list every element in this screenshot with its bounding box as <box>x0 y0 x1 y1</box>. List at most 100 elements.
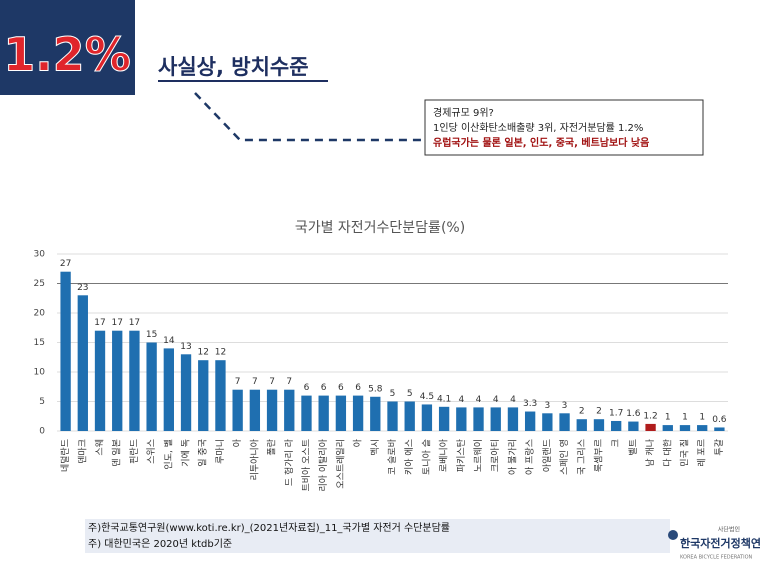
value-label: 3 <box>562 401 568 411</box>
x-tick-label: 국 그리스 <box>576 439 587 475</box>
x-tick-label: 벨트 <box>628 439 639 456</box>
value-label: 6 <box>355 383 361 393</box>
x-tick-label: 룩셈부르 <box>593 439 604 472</box>
value-label: 12 <box>198 348 209 358</box>
x-tick-label: 민국 칠 <box>679 439 690 467</box>
y-tick-label: 30 <box>34 250 46 260</box>
value-label: 4.1 <box>437 394 451 404</box>
bar <box>559 413 570 431</box>
bar <box>77 295 88 431</box>
value-label: 17 <box>111 318 122 328</box>
value-label: 6 <box>321 383 327 393</box>
x-tick-label: 노르웨이 <box>472 439 484 472</box>
value-label: 2 <box>579 407 585 417</box>
callout-line: 경제규모 9위? <box>433 106 494 119</box>
y-tick-label: 25 <box>34 279 45 289</box>
value-label: 1 <box>665 413 671 423</box>
value-label: 0.6 <box>712 415 727 425</box>
value-label: 1 <box>682 413 688 423</box>
bar <box>473 407 484 431</box>
x-tick-label: 스페인 영 <box>559 439 570 475</box>
y-tick-label: 10 <box>34 368 46 378</box>
value-label: 6 <box>338 383 344 393</box>
value-label: 17 <box>94 318 105 328</box>
bar <box>163 348 174 431</box>
x-tick-label: 덴마크 <box>77 439 88 464</box>
x-tick-label: 아 불가리 <box>507 439 518 475</box>
footnote: 주) 대한민국은 2020년 ktdb기준 <box>88 538 232 550</box>
value-label: 17 <box>129 318 140 328</box>
x-tick-label: 투갈 <box>714 439 725 456</box>
x-tick-label: 토니아 슬 <box>421 439 432 475</box>
logo-icon <box>668 530 678 540</box>
x-tick-label: 오스트레일리 <box>335 439 346 489</box>
bar <box>129 330 140 431</box>
bar <box>490 407 501 431</box>
bar <box>387 401 398 431</box>
bar <box>232 389 243 431</box>
bar <box>576 419 587 431</box>
x-tick-label: 크로아티 <box>490 439 501 472</box>
y-tick-label: 5 <box>39 397 45 407</box>
logo-name: 한국자전거정책연합 <box>680 536 760 550</box>
x-tick-label: 루마니 <box>215 439 226 464</box>
x-tick-label: 핀란드 <box>128 439 140 464</box>
value-label: 6 <box>304 383 310 393</box>
bar <box>507 407 519 431</box>
logo-small: 사단법인 <box>718 526 740 534</box>
y-tick-label: 0 <box>39 427 45 437</box>
badge: 1.2% <box>3 28 131 82</box>
value-label: 7 <box>286 377 292 387</box>
x-tick-label: 네덜란드 <box>59 439 71 472</box>
x-tick-label: 스위스 <box>146 439 157 464</box>
value-label: 5.8 <box>368 384 383 394</box>
x-tick-label: 인도, 벨 <box>163 439 174 470</box>
value-label: 14 <box>163 336 175 346</box>
x-tick-label: 덴 일본 <box>112 439 123 467</box>
x-tick-label: 남 캐나 <box>645 439 656 467</box>
value-label: 12 <box>215 348 226 358</box>
bar <box>611 420 622 431</box>
x-tick-label: 멕시 <box>370 439 381 456</box>
value-label: 3 <box>544 401 550 411</box>
bar <box>524 411 536 431</box>
x-tick-label: 크 <box>612 439 622 447</box>
bar <box>714 427 725 431</box>
callout-line: 유럽국가는 물론 일본, 인도, 중국, 베트남보다 낮음 <box>433 136 649 149</box>
bar <box>679 425 691 431</box>
value-label: 4 <box>476 395 482 405</box>
bar <box>94 330 106 431</box>
bar <box>456 407 467 431</box>
x-tick-label: 아 프랑스 <box>524 439 536 475</box>
bar <box>249 389 261 431</box>
y-tick-label: 20 <box>34 309 46 319</box>
bar <box>301 395 312 431</box>
x-tick-label: 코 슬로바 <box>387 438 398 475</box>
x-tick-label: 아일랜드 <box>542 439 553 472</box>
x-tick-label: 로베니아 <box>439 438 450 472</box>
x-tick-label: 폴란 <box>266 439 278 456</box>
bar <box>352 395 364 431</box>
bar <box>628 421 639 431</box>
value-label: 7 <box>252 377 258 387</box>
bar <box>542 413 553 431</box>
callout-pointer <box>194 92 425 142</box>
value-label: 27 <box>60 259 71 269</box>
x-tick-label: 트비아 오스트 <box>301 439 312 492</box>
bar <box>180 354 192 431</box>
callout-line: 1인당 이산화탄소배출량 3위, 자전거분담률 1.2% <box>433 121 643 134</box>
bar <box>60 271 71 431</box>
bar <box>112 330 123 431</box>
value-label: 15 <box>146 330 157 340</box>
x-tick-label: 아 <box>353 438 364 447</box>
x-tick-label: 일 중국 <box>198 439 209 467</box>
x-tick-label: 리투아니아 <box>249 438 260 480</box>
value-label: 4 <box>493 395 499 405</box>
x-tick-label: 아 <box>232 438 243 447</box>
x-tick-label: 다 대한 <box>662 439 673 467</box>
bar <box>146 342 157 431</box>
x-tick-label: 파키스탄 <box>456 439 467 472</box>
footnote-box <box>85 519 670 553</box>
value-label: 13 <box>180 342 191 352</box>
